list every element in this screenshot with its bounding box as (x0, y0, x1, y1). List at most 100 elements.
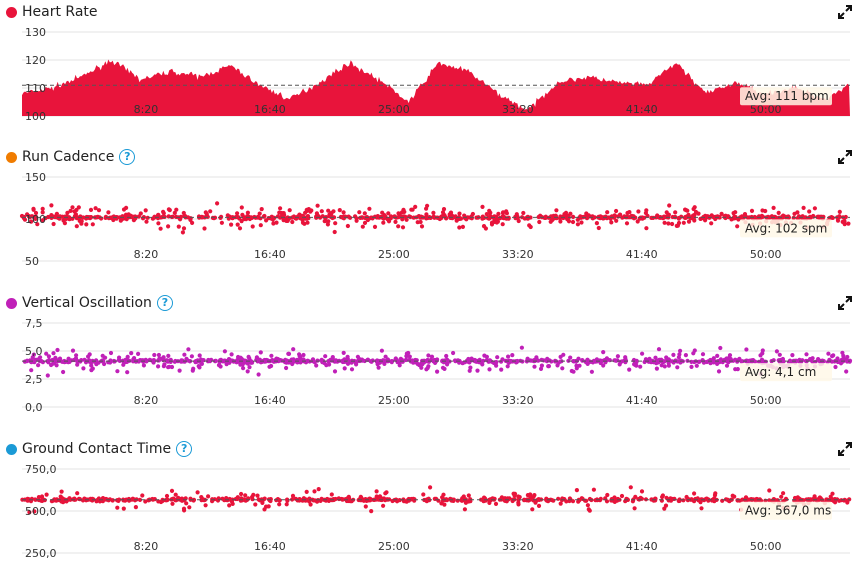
expand-icon[interactable] (838, 442, 852, 456)
data-point (398, 356, 403, 361)
data-point (162, 362, 167, 367)
data-point (659, 363, 664, 368)
data-point (225, 213, 230, 218)
data-point (664, 210, 669, 215)
data-point (662, 220, 667, 225)
data-point (74, 224, 79, 229)
data-point (435, 357, 440, 362)
data-point (228, 358, 233, 363)
data-point (341, 350, 346, 355)
data-point (404, 351, 409, 356)
data-point (560, 366, 565, 371)
data-point (245, 210, 250, 215)
data-point (441, 492, 446, 497)
data-point (792, 211, 797, 216)
data-point (724, 358, 729, 364)
data-point (336, 496, 342, 502)
data-point (411, 496, 416, 501)
data-point (692, 491, 697, 496)
data-point (558, 354, 563, 359)
data-point (362, 220, 368, 225)
help-icon[interactable]: ? (176, 441, 193, 457)
data-point (455, 498, 460, 503)
data-point (277, 210, 282, 215)
data-point (830, 497, 835, 502)
help-icon[interactable]: ? (119, 149, 136, 165)
data-point (374, 496, 379, 502)
data-point (156, 213, 161, 218)
data-point (121, 506, 126, 511)
data-point (426, 353, 431, 358)
data-point (460, 224, 465, 229)
data-point (360, 215, 365, 220)
data-point (718, 345, 723, 351)
data-point (141, 363, 146, 368)
data-point (286, 215, 291, 221)
data-point (837, 209, 842, 214)
data-point (187, 505, 192, 510)
data-point (152, 497, 157, 502)
data-point (151, 360, 156, 365)
data-point (397, 363, 402, 368)
help-icon[interactable]: ? (156, 295, 173, 311)
data-point (731, 358, 736, 363)
data-point (604, 499, 610, 504)
data-point (684, 214, 689, 220)
data-point (588, 359, 593, 364)
data-point (166, 224, 171, 229)
data-point (448, 215, 453, 220)
data-point (467, 368, 472, 373)
x-tick-label: 16:40 (254, 394, 286, 407)
data-point (771, 205, 776, 210)
data-point (375, 358, 380, 363)
data-point (605, 492, 610, 498)
data-point (534, 498, 539, 503)
data-point (738, 215, 743, 220)
data-point (61, 369, 66, 375)
data-point (425, 358, 430, 363)
expand-icon[interactable] (838, 150, 852, 164)
data-point (777, 352, 782, 357)
data-point (444, 353, 449, 359)
data-point (418, 219, 423, 225)
data-point (322, 219, 327, 224)
data-point (842, 498, 847, 503)
data-point (536, 503, 542, 508)
data-point (396, 224, 401, 229)
expand-icon[interactable] (838, 5, 852, 19)
data-point (360, 224, 365, 229)
panel-title: Heart Rate (6, 2, 98, 22)
data-point (330, 355, 335, 360)
data-point (697, 359, 702, 364)
data-point (609, 498, 614, 503)
data-point (49, 362, 54, 368)
x-tick-label: 8:20 (134, 248, 159, 261)
data-point (164, 493, 170, 499)
data-point (162, 214, 167, 219)
average-label-bg (740, 363, 832, 382)
data-point (255, 493, 260, 498)
x-tick-label: 25:00 (378, 103, 410, 116)
data-point (144, 219, 149, 224)
data-point (312, 360, 317, 365)
data-point (715, 353, 720, 358)
x-tick-label: 25:00 (378, 394, 410, 407)
data-point (539, 363, 545, 368)
data-point (287, 208, 292, 213)
data-point (164, 358, 169, 363)
data-point (790, 353, 795, 358)
data-point (158, 226, 163, 231)
data-point (642, 359, 647, 365)
expand-icon[interactable] (838, 296, 852, 310)
data-point (386, 211, 391, 216)
x-tick-label: 41:40 (626, 248, 658, 261)
x-tick-label: 33:20 (502, 103, 534, 116)
data-point (121, 362, 126, 367)
data-point (481, 358, 486, 363)
data-point (724, 363, 730, 368)
data-point (441, 207, 447, 212)
x-tick-label: 41:40 (626, 394, 658, 407)
data-point (40, 210, 45, 215)
data-point (612, 495, 617, 500)
data-point (566, 214, 571, 219)
